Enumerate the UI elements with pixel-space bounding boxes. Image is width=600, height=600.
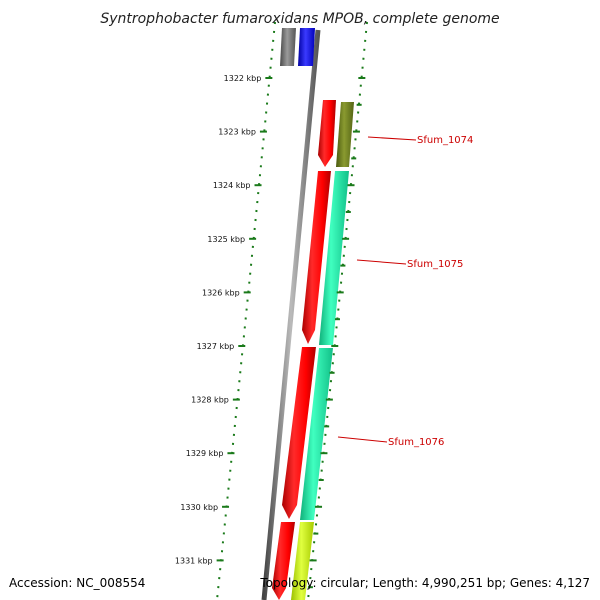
gene-label-sfum-1075[interactable]: Sfum_1075 bbox=[407, 259, 463, 270]
cds-arrow-1075 bbox=[302, 171, 331, 344]
gene-1075-block bbox=[319, 171, 349, 345]
gene-1074-block bbox=[336, 102, 354, 167]
scale-tick-label: 1331 kbp bbox=[175, 556, 213, 565]
gene-label-line-1076 bbox=[337, 436, 388, 443]
scale-tick-label: 1326 kbp bbox=[202, 288, 240, 297]
gene-label-sfum-1076[interactable]: Sfum_1076 bbox=[388, 437, 444, 448]
accession-text: Accession: NC_008554 bbox=[9, 576, 146, 590]
map-title: Syntrophobacter fumaroxidans MPOB, compl… bbox=[100, 11, 499, 27]
gene-label-line-1075 bbox=[356, 259, 407, 265]
gene-label-line-1074 bbox=[367, 136, 417, 141]
cds-arrow-1076 bbox=[282, 347, 316, 519]
scale-tick-label: 1325 kbp bbox=[207, 235, 245, 244]
gene-1076-block bbox=[300, 348, 333, 520]
gene-lime-block bbox=[291, 522, 314, 600]
gene-blue-segment bbox=[298, 28, 315, 66]
scale-tick-label: 1330 kbp bbox=[180, 503, 218, 512]
cds-arrow-next bbox=[272, 522, 295, 600]
cds-arrow-1074 bbox=[318, 100, 336, 167]
scale-tick-label: 1322 kbp bbox=[224, 74, 262, 83]
gene-gray-segment bbox=[280, 28, 296, 66]
scale-tick-label: 1324 kbp bbox=[213, 181, 251, 190]
scale-tick-label: 1328 kbp bbox=[191, 396, 229, 405]
gene-label-sfum-1074[interactable]: Sfum_1074 bbox=[417, 135, 473, 146]
scale-tick-label: 1327 kbp bbox=[197, 342, 235, 351]
scale-tick-label: 1329 kbp bbox=[186, 449, 224, 458]
genome-backbone bbox=[261, 29, 321, 600]
genome-summary-text: Topology: circular; Length: 4,990,251 bp… bbox=[260, 576, 590, 590]
inner-scale-arc bbox=[216, 21, 276, 600]
scale-tick-label: 1323 kbp bbox=[218, 128, 256, 137]
